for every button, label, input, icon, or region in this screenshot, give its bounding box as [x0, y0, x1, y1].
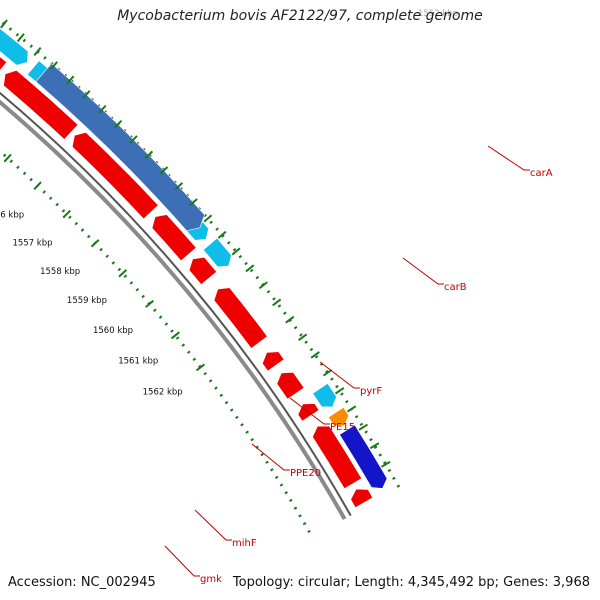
gene-label: PPE20 [290, 468, 321, 479]
forward-gene-arrow [312, 425, 363, 490]
forward-gene-arrow [213, 287, 268, 349]
backbone-inner [0, 91, 352, 517]
minor-tick [322, 369, 333, 377]
reverse-gene-arrow [0, 28, 29, 66]
forward-gene-arrow [71, 132, 159, 220]
minor-tick [66, 75, 75, 85]
minor-tick [189, 198, 198, 207]
minor-tick [217, 230, 227, 239]
tick-label: 1560 kbp [93, 326, 133, 336]
minor-tick [380, 460, 391, 468]
tick-label: 1562 kbp [143, 388, 183, 398]
gene-leader-line [194, 509, 232, 541]
gene-leader-line [164, 545, 200, 577]
minor-tick [358, 423, 369, 431]
minor-tick [346, 405, 357, 413]
minor-tick [49, 61, 59, 71]
major-tick [62, 209, 71, 219]
reverse-gene-dark [339, 424, 388, 489]
forward-gene-arrow [276, 371, 305, 400]
gene-label: pyrF [360, 386, 382, 397]
gene-label: PE15 [330, 422, 355, 433]
forward-gene-arrow [151, 214, 197, 262]
minor-tick [369, 442, 380, 450]
outer-dotted-ring [0, 149, 314, 539]
major-tick [118, 269, 128, 278]
major-tick [145, 299, 154, 308]
tick-label: 1556 kbp [0, 211, 24, 221]
topology-summary: Topology: circular; Length: 4,345,492 bp… [232, 575, 590, 590]
minor-tick [203, 214, 213, 223]
minor-tick [0, 19, 8, 29]
tick-label: 1557 kbp [12, 238, 52, 248]
minor-tick [174, 182, 184, 191]
minor-tick [297, 333, 308, 341]
gene-leader-line [251, 443, 290, 471]
major-tick [195, 363, 206, 372]
minor-tick [159, 166, 169, 175]
gene-leader-line [289, 397, 330, 425]
minor-tick [310, 351, 320, 359]
forward-gene-arrow [262, 351, 285, 372]
forward-gene-arrow [3, 69, 79, 140]
minor-tick [98, 104, 107, 114]
backbone-outer [0, 99, 347, 520]
minor-tick [16, 33, 25, 43]
reverse-gene-gmk [312, 382, 337, 408]
gene-leader-line [319, 361, 360, 389]
forward-gene-arrow [0, 56, 8, 71]
minor-tick [272, 298, 282, 307]
major-tick [33, 181, 42, 191]
gene-label: carA [530, 168, 553, 179]
minor-tick [113, 119, 123, 129]
gene-leader-line [487, 145, 530, 171]
major-tick [170, 331, 180, 340]
major-tick [90, 239, 100, 248]
inner-dotted-ring [0, 18, 401, 489]
tick-label: 1561 kbp [118, 356, 158, 366]
tick-label: 1559 kbp [67, 296, 107, 306]
gene-label: mihF [232, 538, 257, 549]
reverse-gene-overlay [35, 63, 205, 232]
minor-tick [129, 135, 138, 144]
map-title: Mycobacterium bovis AF2122/97, complete … [117, 8, 483, 24]
reverse-gene-pyrF [202, 237, 232, 268]
reverse-gene-small [328, 407, 350, 427]
forward-gene-arrow [350, 488, 374, 508]
minor-tick [82, 90, 91, 99]
minor-tick [335, 387, 345, 395]
gene-leader-line [402, 257, 444, 285]
minor-tick [231, 247, 241, 256]
major-tick [3, 153, 12, 163]
accession-text: Accession: NC_002945 [8, 575, 156, 590]
tick-label: 1558 kbp [40, 267, 80, 277]
minor-tick [144, 150, 154, 160]
minor-tick [33, 47, 42, 56]
gene-label: carB [444, 282, 467, 293]
minor-tick [245, 264, 255, 273]
minor-tick [258, 281, 268, 290]
forward-gene-arrow [188, 256, 217, 286]
gene-label: gmk [200, 574, 222, 585]
minor-tick [285, 315, 295, 324]
tick-label-top: 1552 kbp [418, 9, 458, 19]
